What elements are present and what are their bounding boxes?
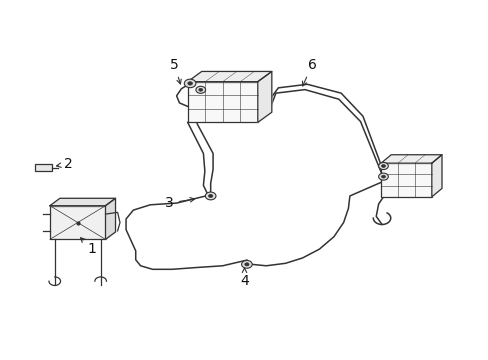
Circle shape: [196, 86, 205, 93]
Text: 4: 4: [240, 268, 248, 288]
Bar: [50, 206, 105, 239]
Circle shape: [205, 192, 216, 200]
Circle shape: [241, 260, 252, 268]
Circle shape: [244, 263, 248, 266]
Bar: [187, 82, 257, 122]
Text: 3: 3: [165, 196, 194, 210]
Circle shape: [378, 173, 387, 180]
Polygon shape: [431, 155, 441, 197]
Circle shape: [208, 194, 212, 198]
Text: 6: 6: [302, 58, 316, 86]
Polygon shape: [105, 198, 115, 239]
Circle shape: [187, 82, 192, 85]
Text: 1: 1: [81, 238, 97, 256]
Circle shape: [381, 165, 385, 167]
Text: 2: 2: [57, 157, 72, 171]
Bar: [380, 163, 431, 197]
Circle shape: [184, 79, 196, 88]
Circle shape: [381, 175, 385, 178]
Circle shape: [378, 162, 387, 170]
Polygon shape: [257, 71, 271, 122]
Polygon shape: [380, 155, 441, 163]
Polygon shape: [50, 198, 115, 206]
Polygon shape: [187, 71, 271, 82]
Circle shape: [199, 88, 202, 91]
Bar: [35, 164, 52, 171]
Text: 5: 5: [170, 58, 181, 84]
